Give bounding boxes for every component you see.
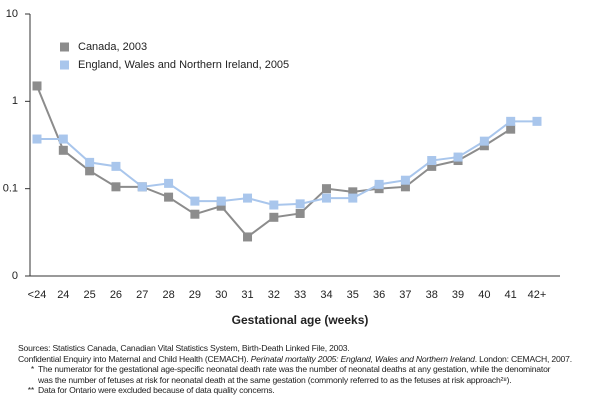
marker bbox=[400, 175, 410, 185]
marker bbox=[295, 208, 305, 218]
x-tick-label: <24 bbox=[28, 289, 47, 301]
x-tick-label: 26 bbox=[110, 289, 122, 301]
marker bbox=[32, 81, 42, 91]
marker bbox=[269, 212, 279, 222]
note-marker: * bbox=[30, 364, 34, 374]
x-tick-label: 28 bbox=[162, 289, 174, 301]
x-tick-label: 24 bbox=[57, 289, 69, 301]
marker bbox=[243, 232, 253, 242]
legend-marker bbox=[60, 60, 69, 70]
y-tick-label: 0.1 bbox=[3, 183, 18, 195]
x-tick-label: 36 bbox=[373, 289, 385, 301]
x-axis-label: Gestational age (weeks) bbox=[232, 313, 369, 327]
x-tick-label: 40 bbox=[478, 289, 490, 301]
chart: Gestational age (weeks) 0 0.1 1 10 <24 24 25 26… bbox=[3, 8, 560, 327]
marker bbox=[321, 193, 331, 203]
marker bbox=[506, 116, 516, 126]
legend-label: England, Wales and Northern Ireland, 200… bbox=[78, 59, 289, 71]
marker bbox=[506, 124, 516, 134]
note-text: The numerator for the gestational age-sp… bbox=[38, 364, 551, 385]
source-part: Perinatal mortality 2005: England, Wales… bbox=[250, 353, 475, 364]
marker bbox=[190, 209, 200, 219]
note-text: Data for Ontario were excluded because o… bbox=[38, 385, 275, 395]
source: Sources: Statistics Canada, Canadian Vit… bbox=[18, 343, 350, 353]
marker bbox=[85, 166, 95, 176]
source-part: Confidential Enquiry into Maternal and C… bbox=[18, 353, 251, 364]
marker bbox=[58, 145, 68, 155]
marker bbox=[453, 152, 463, 162]
marker bbox=[400, 182, 410, 192]
marker bbox=[243, 193, 253, 203]
marker bbox=[216, 201, 226, 211]
marker bbox=[85, 157, 95, 167]
marker bbox=[348, 193, 358, 203]
marker bbox=[427, 161, 437, 171]
x-tick-label: 38 bbox=[426, 289, 438, 301]
x-tick-label: 41 bbox=[505, 289, 517, 301]
marker bbox=[532, 116, 542, 126]
marker bbox=[164, 192, 174, 202]
note: ** Data for Ontario were excluded because… bbox=[18, 385, 593, 396]
note: * The numerator for the gestational age-s… bbox=[18, 364, 593, 385]
legend-marker bbox=[60, 42, 69, 52]
note-line: The numerator for the gestational age-sp… bbox=[38, 364, 551, 374]
x-tick-label: 37 bbox=[399, 289, 411, 301]
note-marker: ** bbox=[27, 385, 34, 395]
marker bbox=[374, 179, 384, 189]
marker bbox=[164, 178, 174, 188]
marker bbox=[58, 134, 68, 144]
marker bbox=[479, 136, 489, 146]
x-tick-label: 34 bbox=[320, 289, 332, 301]
marker bbox=[479, 141, 489, 151]
y-tick-label: 1 bbox=[12, 95, 18, 107]
marker bbox=[321, 184, 331, 194]
x-tick-label: 33 bbox=[294, 289, 306, 301]
marker bbox=[427, 156, 437, 166]
marker bbox=[137, 182, 147, 192]
x-tick-label: 25 bbox=[84, 289, 96, 301]
note-line: was the number of fetuses at risk for ne… bbox=[38, 374, 512, 385]
x-tick-label: 35 bbox=[347, 289, 359, 301]
marker bbox=[190, 196, 200, 206]
marker bbox=[111, 182, 121, 192]
x-tick-label: 30 bbox=[215, 289, 227, 301]
marker bbox=[348, 187, 358, 197]
marker bbox=[269, 200, 279, 210]
x-tick-label: 29 bbox=[189, 289, 201, 301]
footnotes: Sources: Statistics Canada, Canadian Vit… bbox=[18, 343, 593, 396]
y-tick-label: 10 bbox=[6, 8, 18, 20]
x-tick-label: 31 bbox=[241, 289, 253, 301]
marker bbox=[295, 199, 305, 209]
source: Confidential Enquiry into Maternal and C… bbox=[18, 354, 593, 365]
x-tick-label: 32 bbox=[268, 289, 280, 301]
x-tick-label: 39 bbox=[452, 289, 464, 301]
legend-label: Canada, 2003 bbox=[78, 41, 147, 53]
x-tick-label: 42+ bbox=[528, 289, 547, 301]
x-tick-label: 27 bbox=[136, 289, 148, 301]
marker bbox=[216, 196, 226, 206]
y-tick-label: 0 bbox=[12, 270, 18, 282]
source-part: . London: CEMACH, 2007. bbox=[474, 353, 572, 364]
marker bbox=[111, 161, 121, 171]
marker bbox=[32, 134, 42, 144]
